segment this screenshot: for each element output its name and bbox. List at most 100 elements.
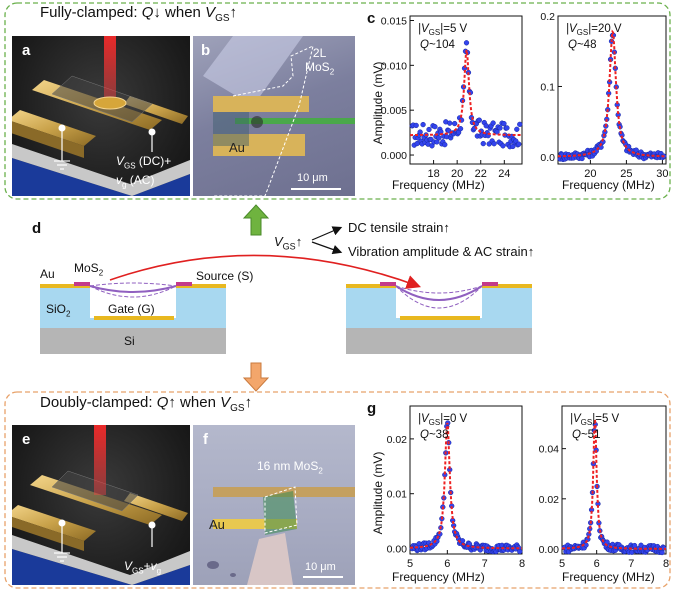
data-point: [490, 120, 496, 126]
down-arrow-icon: [242, 362, 270, 392]
data-point: [426, 126, 432, 133]
panel-g-ylabel: Amplitude (mV): [371, 451, 385, 535]
panel-a-render: a VGS (DC)+ vg (AC): [12, 36, 190, 196]
y-tick-label: 0.00: [539, 544, 560, 556]
chart-g-right: 5 6 7 8 0.00 0.02 0.04 |VGS|=5 V Q~51: [539, 405, 669, 570]
y-tick-label: 0.1: [540, 81, 555, 93]
y-tick-label: 0.005: [381, 105, 407, 117]
plot-frame: [557, 15, 667, 165]
micrograph-features: [203, 36, 355, 196]
data-point: [517, 121, 523, 128]
y-tick-label: 0.04: [539, 444, 560, 456]
y-tick-label: 0.00: [387, 544, 408, 556]
data-point: [432, 124, 438, 130]
x-tick-label: 24: [498, 168, 510, 180]
x-tick-label: 5: [559, 558, 565, 570]
data-point: [517, 548, 523, 555]
panel-f-scale-label: 10 μm: [305, 561, 336, 573]
x-tick-label: 20: [451, 168, 463, 180]
panel-a-letter: a: [22, 42, 31, 59]
chart-c-left: 18 20 22 24 0.000 0.005 0.010 0.015 |VGS|=5 V Q~1…: [381, 15, 523, 180]
label-sio2: SiO2: [46, 302, 71, 319]
panel-g-xlabel-right: Frequency (MHz): [562, 570, 655, 584]
y-tick-label: 0.0: [540, 152, 555, 164]
vgs-annotation: |VGS|=5 V: [418, 23, 468, 37]
transition-arrow: [109, 254, 422, 289]
data-point: [500, 143, 506, 149]
panel-g-letter: g: [367, 400, 377, 417]
label-au: Au: [40, 267, 55, 281]
data-point: [501, 120, 507, 127]
chart-g-left: 5 6 7 8 0.00 0.01 0.02 |VGS|=0 V Q~38: [387, 405, 525, 570]
x-tick-label: 20: [584, 168, 596, 180]
label-gate: Gate (G): [108, 302, 155, 316]
q-annotation: Q~38: [420, 429, 448, 441]
data-point: [457, 126, 464, 132]
data-point: [514, 126, 520, 132]
label-si: Si: [124, 334, 135, 348]
vgs-annotation: |VGS|=0 V: [418, 413, 468, 427]
data-point: [447, 120, 453, 126]
y-tick-label: 0.02: [387, 434, 408, 446]
data-point: [494, 129, 500, 135]
panel-d-effect2: Vibration amplitude & AC strain↑: [348, 244, 535, 259]
plot-frame: [409, 15, 523, 165]
data-point: [491, 141, 497, 147]
x-tick-label: 30: [656, 168, 668, 180]
y-tick-label: 0.2: [540, 11, 555, 23]
data-point: [436, 135, 442, 141]
panel-c-ylabel: Amplitude (mV): [371, 61, 385, 145]
panel-f-electrode-label: Au: [209, 517, 225, 532]
panel-b-scale-label: 10 μm: [297, 172, 328, 184]
data-point: [413, 122, 419, 129]
fit-curve: [561, 419, 666, 550]
data-point: [579, 155, 585, 162]
data-point: [420, 121, 426, 128]
panel-d-effect1: DC tensile strain↑: [348, 220, 450, 235]
label-mos2: MoS2: [74, 261, 104, 278]
y-tick-label: 0.000: [381, 150, 407, 162]
fit-curve: [558, 29, 667, 158]
data-point: [504, 125, 510, 131]
bottom-section-border: [4, 391, 671, 589]
panel-c-letter: c: [367, 10, 376, 27]
panel-a-voltage-label: VGS (DC)+ vg (AC): [116, 154, 172, 190]
x-tick-label: 5: [407, 558, 413, 570]
cross-section-schematic-left: [40, 282, 226, 354]
data-point: [497, 125, 503, 131]
x-tick-label: 6: [594, 558, 600, 570]
fit-curve: [410, 422, 522, 550]
x-tick-label: 22: [475, 168, 487, 180]
device-3d-illustration: [12, 36, 190, 196]
top-section-title: Fully-clamped: Q↓ when VGS↑: [40, 4, 238, 24]
panel-d-vgs-label: VGS↑: [274, 234, 303, 252]
vgs-annotation: |VGS|=20 V: [566, 23, 622, 37]
panel-d-letter: d: [32, 220, 42, 237]
data-point: [476, 117, 482, 123]
device-3d-illustration-doubly: [12, 425, 190, 585]
y-tick-label: 0.02: [539, 494, 560, 506]
data-point: [452, 120, 458, 127]
panel-f-micrograph: f 16 nm MoS2 Au 10 μm: [193, 425, 355, 585]
q-annotation: Q~48: [568, 39, 596, 51]
x-tick-label: 18: [427, 168, 439, 180]
panel-b-letter: b: [201, 42, 211, 59]
plot-frame: [561, 405, 667, 555]
branch-arrows: [311, 226, 343, 255]
panel-e-letter: e: [22, 431, 31, 448]
up-arrow-icon: [242, 204, 270, 236]
label-source: Source (S): [196, 269, 254, 283]
q-annotation: Q~104: [420, 39, 455, 51]
panel-b-micrograph: b 2L MoS2 Au 10 μm: [193, 36, 355, 196]
panel-c-xlabel-left: Frequency (MHz): [392, 178, 485, 192]
x-tick-label: 25: [620, 168, 632, 180]
bottom-section-title: Doubly-clamped: Q↑ when VGS↑: [40, 394, 253, 414]
data-point: [459, 538, 466, 544]
data-point: [463, 40, 470, 46]
q-annotation: Q~51: [572, 429, 600, 441]
chart-c-right: 20 25 30 0.0 0.1 0.2 |VGS|=20 V Q~48: [540, 11, 668, 180]
data-point: [516, 141, 522, 147]
top-section-border: [4, 2, 671, 200]
data-point: [659, 549, 665, 556]
